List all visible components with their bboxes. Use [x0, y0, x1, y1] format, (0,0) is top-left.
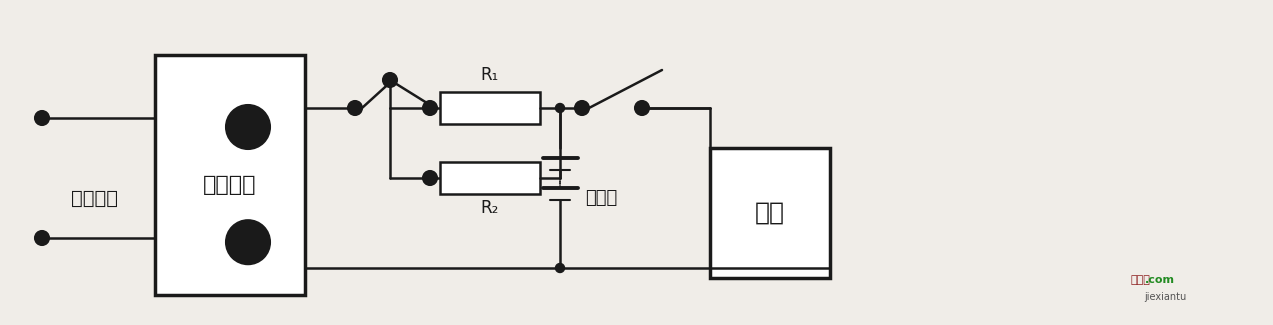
Circle shape [34, 111, 48, 125]
Circle shape [423, 101, 437, 115]
Text: R₁: R₁ [481, 66, 499, 84]
Bar [710, 148, 830, 278]
Text: 接线图: 接线图 [1130, 275, 1150, 285]
Text: 直流电源: 直流电源 [204, 175, 257, 195]
Circle shape [555, 103, 564, 112]
Circle shape [555, 264, 564, 272]
Circle shape [575, 101, 589, 115]
Text: 电池组: 电池组 [586, 189, 617, 207]
Circle shape [423, 171, 437, 185]
Bar [440, 162, 540, 194]
Text: 交流输入: 交流输入 [71, 188, 118, 207]
Circle shape [635, 101, 649, 115]
Circle shape [348, 101, 362, 115]
Circle shape [227, 220, 270, 264]
Text: −: − [241, 233, 256, 251]
Text: .com: .com [1144, 275, 1175, 285]
Text: 负载: 负载 [755, 201, 785, 225]
Bar [440, 92, 540, 124]
Circle shape [383, 73, 397, 87]
Circle shape [34, 231, 48, 245]
Text: jiexiantu: jiexiantu [1144, 292, 1186, 302]
Text: +: + [241, 118, 255, 136]
Circle shape [227, 105, 270, 149]
Bar [155, 55, 306, 295]
Text: R₂: R₂ [481, 199, 499, 217]
